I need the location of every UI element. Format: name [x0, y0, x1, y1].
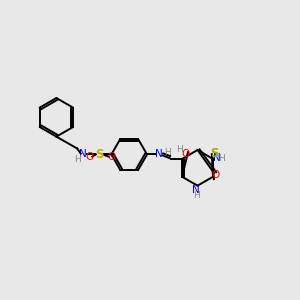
Text: H: H	[164, 148, 171, 157]
Text: N: N	[192, 185, 200, 195]
Text: N: N	[155, 149, 163, 160]
Text: O: O	[85, 152, 94, 162]
Text: N: N	[79, 149, 87, 160]
Text: O: O	[107, 152, 116, 162]
Text: S: S	[210, 147, 218, 160]
Text: O: O	[181, 148, 189, 159]
Text: H: H	[193, 191, 200, 200]
Text: N: N	[213, 153, 221, 163]
Text: S: S	[95, 148, 104, 161]
Text: H: H	[218, 154, 225, 163]
Text: H: H	[176, 145, 183, 154]
Text: H: H	[74, 155, 81, 164]
Text: O: O	[211, 170, 220, 180]
